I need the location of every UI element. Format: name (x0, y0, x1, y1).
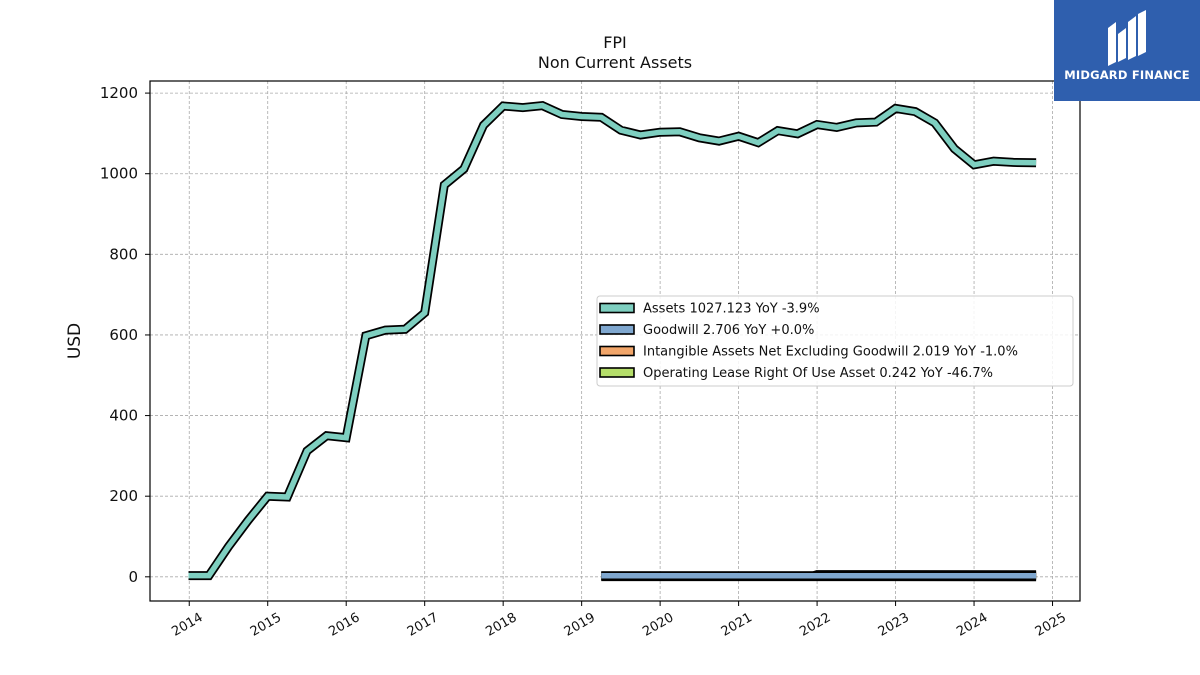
chart-subtitle: Non Current Assets (537, 53, 693, 72)
x-tick-label: 2016 (326, 610, 362, 640)
y-tick-label: 400 (109, 407, 138, 425)
brand-logo: MIDGARD FINANCE (1054, 0, 1200, 101)
series-lines (188, 100, 1037, 582)
x-tick-label: 2015 (248, 610, 284, 640)
legend-box (596, 295, 1074, 387)
y-tick-label: 200 (109, 487, 138, 505)
y-tick-label: 600 (109, 326, 138, 344)
x-tick-label: 2024 (954, 610, 990, 640)
y-tick-label: 0 (128, 568, 138, 586)
chart-title: FPI (603, 33, 627, 52)
x-tick-label: 2021 (719, 610, 755, 640)
series-line (188, 102, 1037, 579)
x-tick-label: 2014 (169, 610, 205, 640)
x-tick-label: 2023 (876, 610, 912, 640)
mf-monogram-icon (1108, 10, 1146, 66)
x-tick-label: 2018 (483, 610, 519, 640)
x-tick-label: 2017 (405, 610, 441, 640)
legend-label: Operating Lease Right Of Use Asset 0.242… (643, 366, 993, 381)
legend-swatch (599, 302, 635, 314)
legend-label: Intangible Assets Net Excluding Goodwill… (643, 345, 1018, 360)
brand-name: MIDGARD FINANCE (1064, 68, 1190, 82)
y-axis-label: USD (65, 323, 85, 359)
y-axis: 0 200 400 600 800 1000 1200 (100, 84, 150, 586)
x-axis: 2014 2015 2016 2017 2018 2019 2020 2021 2022 2023… (169, 601, 1069, 640)
x-tick-label: 2022 (797, 610, 833, 640)
legend: Assets 1027.123 YoY -3.9% Goodwill 2.706 … (596, 295, 1074, 387)
legend-swatch (599, 324, 635, 335)
plot-frame (149, 80, 1081, 602)
x-tick-label: 2019 (562, 610, 598, 640)
y-tick-label: 800 (109, 245, 138, 263)
legend-label: Assets 1027.123 YoY -3.9% (643, 302, 820, 317)
y-tick-label: 1200 (100, 84, 138, 102)
legend-swatch (599, 345, 635, 357)
y-tick-label: 1000 (100, 165, 138, 183)
x-tick-label: 2020 (640, 610, 676, 640)
legend-swatch (599, 367, 635, 378)
x-tick-label: 2025 (1033, 610, 1069, 640)
legend-label: Goodwill 2.706 YoY +0.0% (643, 323, 814, 338)
